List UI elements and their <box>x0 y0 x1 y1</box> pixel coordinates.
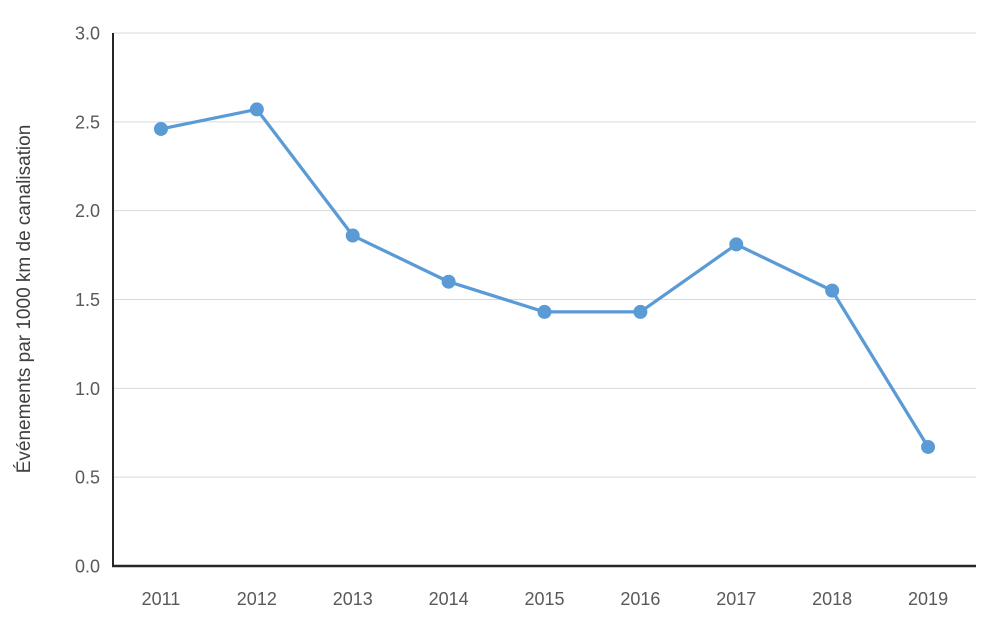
gridlines <box>113 32 976 478</box>
x-axis-tick-labels: 2011 2012 2013 2014 2015 2016 2017 2018 2019 <box>142 589 948 609</box>
y-tick-label: 0.5 <box>75 468 100 488</box>
data-point <box>153 121 168 136</box>
x-tick-label: 2017 <box>716 589 756 609</box>
x-tick-label: 2015 <box>524 589 564 609</box>
y-axis-tick-labels: 0.0 0.5 1.0 1.5 2.0 2.5 3.0 <box>75 24 100 577</box>
x-tick-label: 2014 <box>429 589 469 609</box>
x-tick-label: 2016 <box>620 589 660 609</box>
x-tick-label: 2018 <box>812 589 852 609</box>
y-tick-label: 3.0 <box>75 24 100 44</box>
data-point <box>537 304 552 319</box>
data-series <box>153 102 936 454</box>
y-tick-label: 2.5 <box>75 112 100 132</box>
data-point <box>825 283 840 298</box>
y-axis-title: Événements par 1000 km de canalisation <box>14 125 35 474</box>
data-point <box>345 228 360 243</box>
data-point <box>729 237 744 252</box>
y-tick-label: 0.0 <box>75 557 100 577</box>
x-tick-label: 2019 <box>908 589 948 609</box>
series-line <box>159 107 930 449</box>
x-tick-label: 2011 <box>142 589 181 609</box>
data-point <box>921 439 936 454</box>
x-tick-label: 2012 <box>237 589 277 609</box>
data-point <box>441 274 456 289</box>
data-point <box>249 102 264 117</box>
y-tick-label: 1.5 <box>75 290 100 310</box>
axes <box>112 33 976 568</box>
y-tick-label: 2.0 <box>75 201 100 221</box>
y-tick-label: 1.0 <box>75 379 100 399</box>
data-point <box>633 304 648 319</box>
x-tick-label: 2013 <box>333 589 373 609</box>
